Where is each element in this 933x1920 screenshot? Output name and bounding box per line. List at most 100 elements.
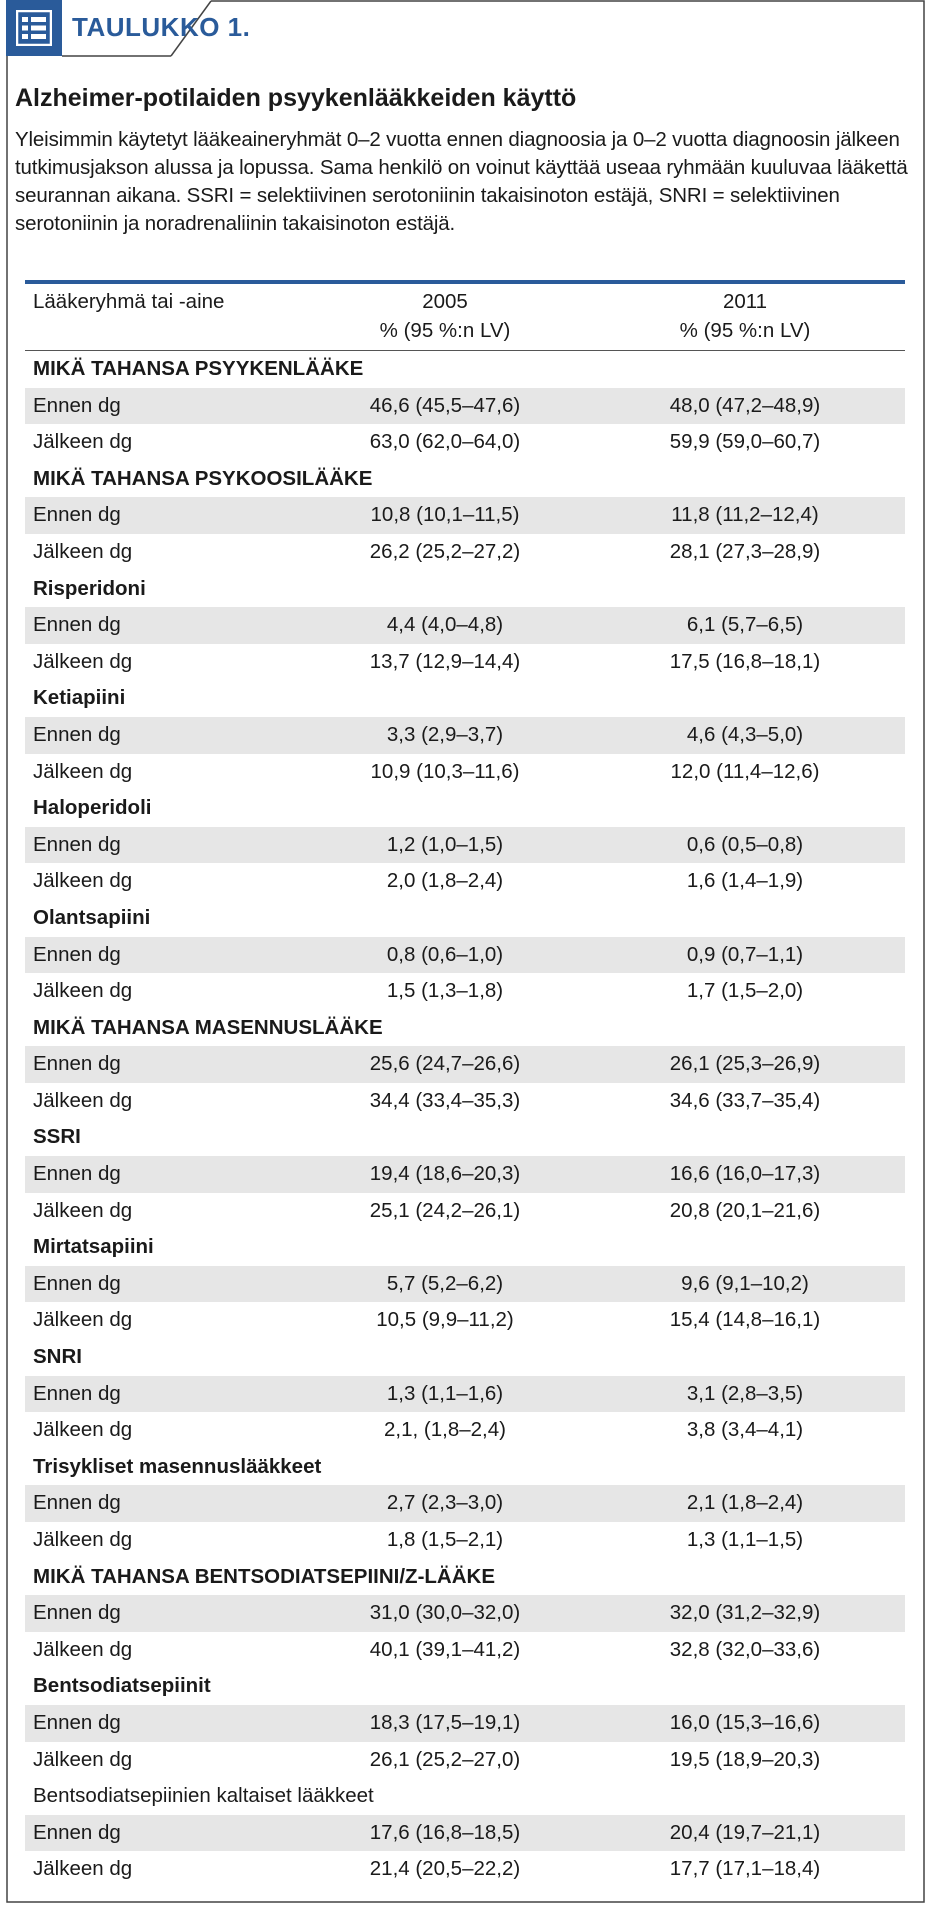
value-2011: 16,6 (16,0–17,3) (669, 1162, 821, 1186)
row-label: Ennen dg (33, 1381, 121, 1405)
row-label: Ennen dg (33, 722, 121, 746)
header-2005-unit: % (95 %:n LV) (379, 319, 511, 342)
row-label: Ennen dg (33, 1162, 121, 1186)
table-tag (6, 0, 62, 56)
value-2011: 1,3 (1,1–1,5) (686, 1528, 804, 1551)
table-row: Ennen dg 1,3 (1,1–1,6) 3,1 (2,8–3,5) (25, 1375, 905, 1413)
value-2005: 2,1, (1,8–2,4) (384, 1418, 506, 1442)
header-drug-group: Lääkeryhmä tai -aine (33, 290, 225, 313)
value-2005: 3,3 (2,9–3,7) (386, 722, 504, 746)
value-2005: 13,7 (12,9–14,4) (369, 649, 521, 673)
row-label: Ennen dg (33, 832, 121, 856)
row-label: MIKÄ TAHANSA PSYKOOSILÄÄKE (33, 466, 373, 490)
header-2011-unit: % (95 %:n LV) (679, 319, 811, 342)
table-row: Jälkeen dg 1,8 (1,5–2,1) 1,3 (1,1–1,5) (25, 1522, 905, 1559)
table-group-row: MIKÄ TAHANSA PSYKOOSILÄÄKE (25, 461, 905, 498)
value-2011: 34,6 (33,7–35,4) (669, 1088, 821, 1112)
value-2011: 16,0 (15,3–16,6) (669, 1710, 821, 1734)
table-row: Ennen dg 3,3 (2,9–3,7) 4,6 (4,3–5,0) (25, 716, 905, 754)
table-body: MIKÄ TAHANSA PSYYKENLÄÄKE Ennen dg 46,6 (4… (25, 351, 905, 1888)
value-2005: 10,9 (10,3–11,6) (370, 759, 520, 783)
table-row: Ennen dg 17,6 (16,8–18,5) 20,4 (19,7–21,1) (25, 1814, 905, 1852)
table-title: Alzheimer-potilaiden psyykenlääkkeiden k… (15, 84, 577, 112)
value-2005: 63,0 (62,0–64,0) (369, 430, 521, 454)
value-2011: 4,6 (4,3–5,0) (686, 722, 804, 746)
table-group-row: Olantsapiini (25, 900, 905, 937)
table-row: Jälkeen dg 21,4 (20,5–22,2) 17,7 (17,1–18,… (25, 1851, 905, 1888)
row-label: Jälkeen dg (33, 649, 133, 673)
row-label: Jälkeen dg (33, 539, 133, 563)
table-row: Ennen dg 18,3 (17,5–19,1) 16,0 (15,3–16,6) (25, 1704, 905, 1742)
row-label: Jälkeen dg (33, 1528, 133, 1551)
value-2005: 25,1 (24,2–26,1) (369, 1198, 521, 1222)
value-2011: 32,8 (32,0–33,6) (669, 1637, 821, 1661)
row-label: Jälkeen dg (33, 869, 133, 893)
row-label: MIKÄ TAHANSA MASENNUSLÄÄKE (33, 1015, 383, 1039)
value-2005: 1,5 (1,3–1,8) (386, 979, 504, 1003)
row-label: Ennen dg (33, 942, 121, 966)
row-label: Ketiapiini (33, 686, 126, 710)
value-2011: 28,1 (27,3–28,9) (669, 539, 821, 563)
value-2011: 20,4 (19,7–21,1) (669, 1820, 821, 1844)
table-group-row: SNRI (25, 1339, 905, 1376)
value-2005: 2,0 (1,8–2,4) (386, 869, 504, 893)
row-label: Jälkeen dg (33, 1198, 133, 1222)
table-row: Jälkeen dg 10,9 (10,3–11,6) 12,0 (11,4–12,… (25, 754, 905, 791)
value-2011: 32,0 (31,2–32,9) (669, 1601, 821, 1625)
value-2011: 20,8 (20,1–21,6) (669, 1198, 821, 1222)
row-label: SSRI (33, 1125, 81, 1149)
value-2011: 26,1 (25,3–26,9) (669, 1052, 821, 1076)
table-row: Jälkeen dg 26,2 (25,2–27,2) 28,1 (27,3–28,… (25, 534, 905, 571)
value-2011: 9,6 (9,1–10,2) (681, 1271, 809, 1295)
row-label: Ennen dg (33, 613, 121, 637)
row-label: Ennen dg (33, 1601, 121, 1625)
value-2005: 4,4 (4,0–4,8) (386, 613, 504, 637)
table-list-icon (16, 10, 52, 46)
table-card: TAULUKKO 1. Alzheimer-potilaiden psyyken… (6, 0, 925, 1903)
value-2011: 15,4 (14,8–16,1) (669, 1308, 821, 1332)
header-2011-year: 2011 (722, 290, 768, 313)
table-row: Jälkeen dg 40,1 (39,1–41,2) 32,8 (32,0–33,… (25, 1632, 905, 1669)
table-group-row: Risperidoni (25, 571, 905, 608)
table-row: Jälkeen dg 25,1 (24,2–26,1) 20,8 (20,1–21,… (25, 1193, 905, 1230)
table-description: Yleisimmin käytetyt lääkeaineryhmät 0–2 … (15, 128, 908, 235)
table-group-row: Bentsodiatsepiinit (25, 1668, 905, 1705)
value-2011: 2,1 (1,8–2,4) (686, 1491, 804, 1515)
value-2005: 10,5 (9,9–11,2) (376, 1308, 514, 1332)
row-label: Olantsapiini (33, 905, 151, 929)
value-2005: 1,2 (1,0–1,5) (386, 832, 504, 856)
header-2005: 2005 % (95 %:n LV) (315, 287, 575, 345)
table-header: Lääkeryhmä tai -aine 2005 % (95 %:n LV) … (25, 284, 905, 351)
row-label: Haloperidoli (33, 796, 152, 820)
row-label: Jälkeen dg (33, 1637, 133, 1661)
value-2005: 1,3 (1,1–1,6) (386, 1381, 504, 1405)
row-label: Ennen dg (33, 503, 121, 527)
table-row: Ennen dg 5,7 (5,2–6,2) 9,6 (9,1–10,2) (25, 1265, 905, 1303)
row-label: Jälkeen dg (33, 759, 133, 783)
row-label: Ennen dg (33, 1820, 121, 1844)
value-2011: 59,9 (59,0–60,7) (669, 430, 821, 454)
row-label: Bentsodiatsepiinit (33, 1674, 211, 1698)
value-2005: 40,1 (39,1–41,2) (369, 1637, 521, 1661)
row-label: Mirtatsapiini (33, 1235, 154, 1259)
row-label: Jälkeen dg (33, 430, 133, 454)
table-group-row: SSRI (25, 1119, 905, 1156)
value-2005: 10,8 (10,1–11,5) (370, 503, 520, 527)
value-2011: 0,9 (0,7–1,1) (686, 942, 804, 966)
value-2005: 0,8 (0,6–1,0) (386, 942, 504, 966)
table-number-label: TAULUKKO 1. (72, 12, 251, 42)
value-2011: 1,6 (1,4–1,9) (686, 869, 804, 893)
row-label: Risperidoni (33, 576, 146, 600)
row-label: Ennen dg (33, 393, 121, 417)
table-row: Ennen dg 46,6 (45,5–47,6) 48,0 (47,2–48,9) (25, 387, 905, 425)
row-label: MIKÄ TAHANSA BENTSODIATSEPIINI/Z-LÄÄKE (33, 1564, 496, 1588)
row-label: Ennen dg (33, 1710, 121, 1734)
value-2011: 6,1 (5,7–6,5) (686, 613, 804, 637)
value-2011: 0,6 (0,5–0,8) (686, 832, 804, 856)
value-2011: 3,1 (2,8–3,5) (686, 1381, 804, 1405)
value-2011: 17,5 (16,8–18,1) (669, 649, 821, 673)
value-2005: 18,3 (17,5–19,1) (369, 1710, 521, 1734)
value-2005: 31,0 (30,0–32,0) (369, 1601, 521, 1625)
row-label: Ennen dg (33, 1052, 121, 1076)
value-2011: 1,7 (1,5–2,0) (686, 979, 804, 1003)
